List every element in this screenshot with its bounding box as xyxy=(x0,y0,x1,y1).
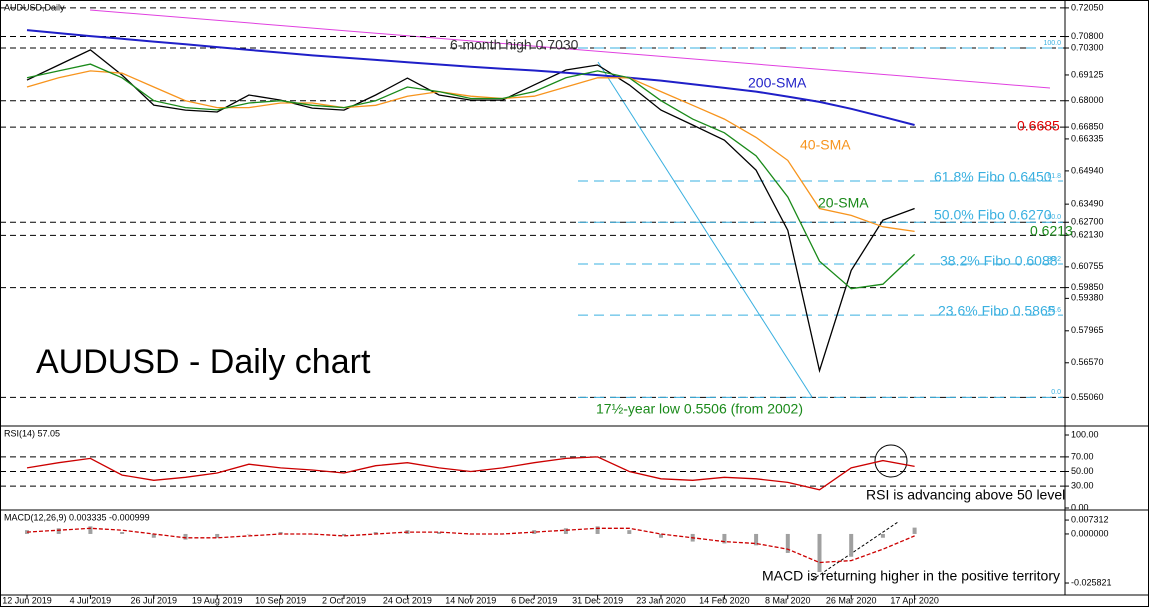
y-tick-label: 0.59380 xyxy=(1071,293,1104,303)
x-tick-label: 12 Jun 2019 xyxy=(2,595,52,605)
x-tick-label: 26 Mar 2020 xyxy=(826,595,877,605)
macd-bar xyxy=(817,533,822,572)
annotation: 50.0% Fibo 0.6270 xyxy=(934,207,1052,223)
y-tick-label: 0.00 xyxy=(1071,502,1089,512)
trend-line xyxy=(597,61,813,398)
annotation: 200-SMA xyxy=(748,75,807,91)
fibo-label: 0.0 xyxy=(1051,389,1061,396)
x-tick-label: 24 Oct 2019 xyxy=(383,595,432,605)
y-tick-label: 30.00 xyxy=(1071,480,1094,490)
series-line xyxy=(26,70,915,233)
y-tick-label: 0.70300 xyxy=(1071,42,1104,52)
y-tick-label: 100.00 xyxy=(1071,429,1099,439)
annotation: 61.8% Fibo 0.6450 xyxy=(934,169,1052,185)
x-tick-label: 4 Jul 2019 xyxy=(70,595,112,605)
macd-bar xyxy=(151,533,156,538)
highlight-circle xyxy=(874,444,908,478)
series-line xyxy=(26,29,915,126)
y-tick-label: 0.55060 xyxy=(1071,392,1104,402)
x-tick-label: 14 Nov 2019 xyxy=(445,595,496,605)
macd-bar xyxy=(785,533,790,553)
macd-bar xyxy=(563,528,568,534)
macd-bar xyxy=(722,533,727,544)
y-tick-label: 0.007312 xyxy=(1071,514,1109,524)
y-tick-label: 0.56570 xyxy=(1071,357,1104,367)
macd-bar xyxy=(880,533,885,538)
y-tick-label: 0.60755 xyxy=(1071,261,1104,271)
annotation: RSI is advancing above 50 level xyxy=(866,487,1065,503)
trend-arrow xyxy=(811,521,899,581)
annotation: AUDUSD - Daily chart xyxy=(36,343,371,381)
x-tick-label: 19 Aug 2019 xyxy=(192,595,243,605)
macd-bar xyxy=(437,532,442,534)
fibo-label: 50.0 xyxy=(1047,214,1061,221)
macd-bar xyxy=(246,533,251,535)
x-tick-label: 2 Oct 2019 xyxy=(322,595,366,605)
annotation: 17½-year low 0.5506 (from 2002) xyxy=(596,401,803,417)
fibo-label: 61.8 xyxy=(1047,173,1061,180)
series-line xyxy=(26,456,915,491)
annotation: 23.6% Fibo 0.5865 xyxy=(938,303,1056,319)
y-tick-label: 0.62700 xyxy=(1071,217,1104,227)
annotation: 0.6213 xyxy=(1030,223,1073,239)
panel-title: MACD(12,26,9) 0.003335 -0.000999 xyxy=(4,512,150,522)
fibo-label: 23.6 xyxy=(1047,307,1061,314)
x-tick-label: 23 Jan 2020 xyxy=(636,595,686,605)
macd-bar xyxy=(754,533,759,546)
y-tick-label: 0.63490 xyxy=(1071,199,1104,209)
y-tick-label: 0.62130 xyxy=(1071,230,1104,240)
x-tick-label: 10 Sep 2019 xyxy=(255,595,306,605)
x-tick-label: 6 Dec 2019 xyxy=(511,595,557,605)
macd-bar xyxy=(595,526,600,534)
series-line xyxy=(26,527,915,564)
trend-line xyxy=(89,9,1051,89)
panel-title: RSI(14) 57.05 xyxy=(4,428,60,438)
macd-bar xyxy=(183,533,188,540)
x-tick-label: 17 Apr 2020 xyxy=(890,595,939,605)
macd-bar xyxy=(342,533,346,536)
annotation: 20-SMA xyxy=(818,195,869,211)
y-tick-label: -0.025821 xyxy=(1071,577,1112,587)
fibo-label: 100.0 xyxy=(1043,40,1061,47)
macd-bar xyxy=(532,530,537,534)
y-tick-label: 70.00 xyxy=(1071,451,1094,461)
macd-bar xyxy=(120,532,125,534)
panel-title: AUDUSD,Daily xyxy=(4,2,65,12)
macd-bar xyxy=(912,527,917,534)
macd-bar xyxy=(310,533,315,535)
fibo-label: 38.2 xyxy=(1047,256,1061,263)
macd-bar xyxy=(659,533,663,538)
macd-bar xyxy=(88,526,93,534)
annotation: 0.6685 xyxy=(1017,118,1060,134)
macd-bar xyxy=(849,533,854,557)
x-tick-label: 31 Dec 2019 xyxy=(572,595,623,605)
x-tick-label: 8 Mar 2020 xyxy=(765,595,811,605)
macd-bar xyxy=(278,532,283,534)
y-tick-label: 0.66850 xyxy=(1071,121,1104,131)
y-tick-label: 0.68000 xyxy=(1071,95,1104,105)
macd-bar xyxy=(215,533,220,538)
y-tick-label: 0.59850 xyxy=(1071,282,1104,292)
series-line xyxy=(26,63,916,290)
macd-bar xyxy=(373,532,378,534)
y-tick-label: 0.000000 xyxy=(1071,528,1109,538)
annotation: MACD is returning higher in the positive… xyxy=(762,568,1060,584)
x-tick-label: 26 Jul 2019 xyxy=(131,595,178,605)
annotation: 38.2% Fibo 0.6088 xyxy=(940,253,1058,269)
y-tick-label: 50.00 xyxy=(1071,466,1094,476)
y-tick-label: 0.72050 xyxy=(1071,2,1104,12)
y-tick-label: 0.57965 xyxy=(1071,325,1104,335)
y-tick-label: 0.70800 xyxy=(1071,31,1104,41)
y-tick-label: 0.64940 xyxy=(1071,165,1104,175)
macd-bar xyxy=(56,528,61,534)
x-tick-label: 14 Feb 2020 xyxy=(699,595,750,605)
series-line xyxy=(26,49,915,374)
y-tick-label: 0.69125 xyxy=(1071,69,1104,79)
macd-bar xyxy=(627,530,632,534)
annotation: 40-SMA xyxy=(800,137,851,153)
y-tick-label: 0.66335 xyxy=(1071,133,1104,143)
annotation: 6-month high 0.7030 xyxy=(450,37,579,53)
